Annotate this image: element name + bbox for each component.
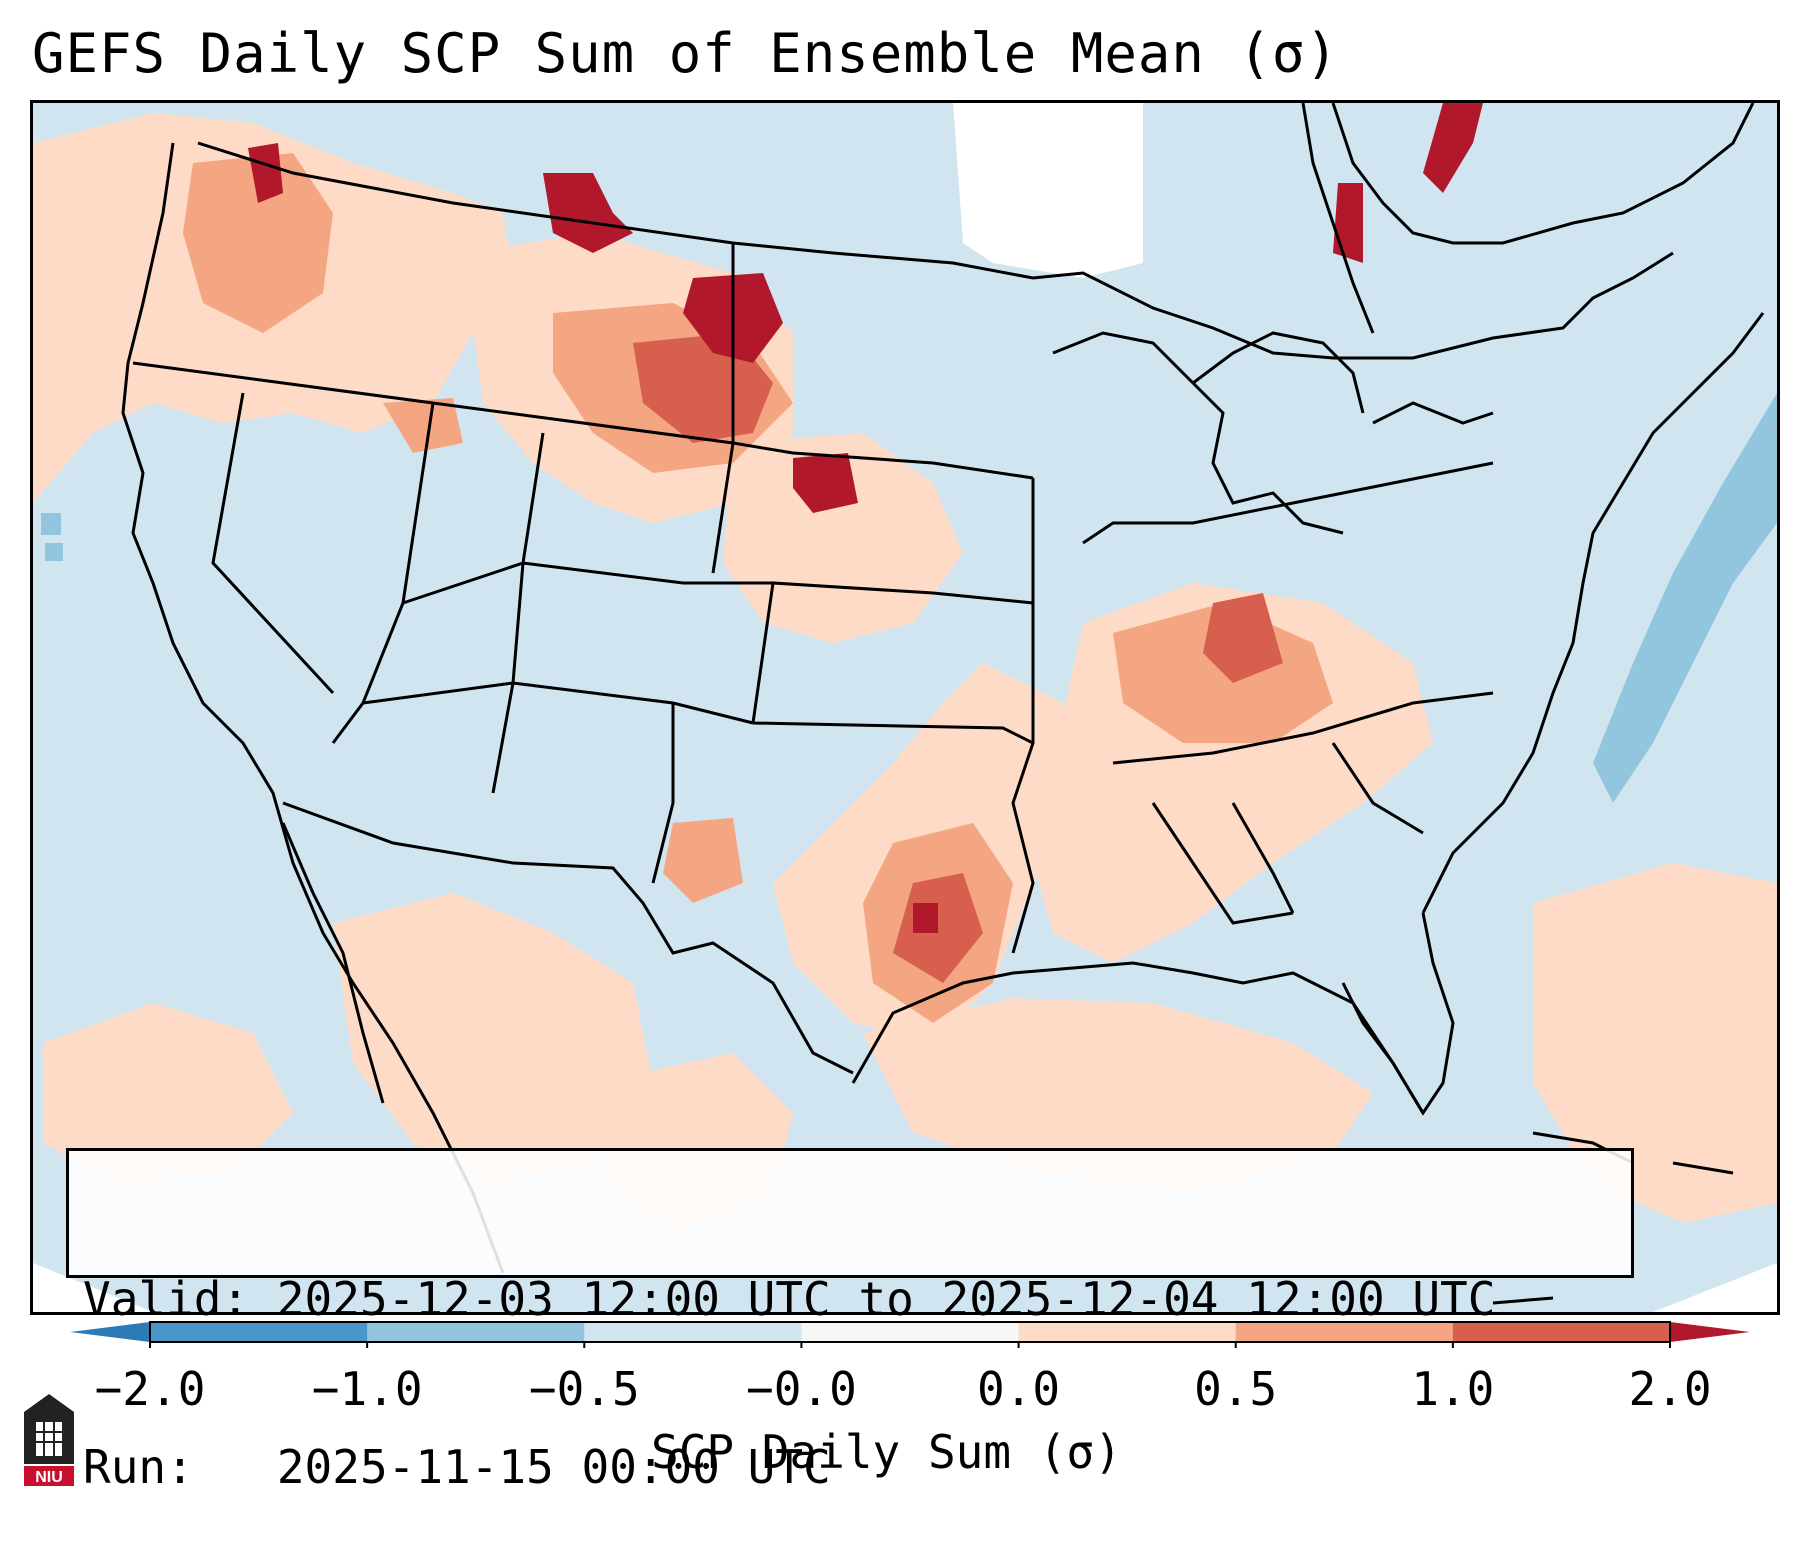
colorbar-segment xyxy=(1018,1322,1237,1342)
colorbar-tick-label: 0.5 xyxy=(1194,1362,1278,1416)
colorbar-segment xyxy=(150,1322,368,1342)
great-lakes xyxy=(1052,331,1494,535)
colorbar-outline xyxy=(149,1321,1671,1343)
colorbar-segment xyxy=(1452,1322,1671,1342)
logo-grid-icon xyxy=(36,1422,62,1456)
colorbar-extend-right xyxy=(1670,1322,1750,1342)
patch-washington-darkred xyxy=(248,143,283,203)
patch-pnw-medium xyxy=(183,153,333,333)
state-lines-west xyxy=(132,361,773,794)
patch-montana-darkred xyxy=(543,173,633,253)
colorbar-tick-label: −0.0 xyxy=(746,1362,857,1416)
patch-texas-darkred xyxy=(913,903,938,933)
positive-patches xyxy=(33,103,1777,1233)
state-lines-east xyxy=(1011,461,1494,954)
colorbar-tick-label: −1.0 xyxy=(311,1362,423,1416)
valid-run-info-box: Valid: 2025-12-03 12:00 UTC to 2025-12-0… xyxy=(66,1148,1634,1494)
colorbar-label: SCP Daily Sum (σ) xyxy=(651,1425,1122,1479)
colorbar-segment xyxy=(1235,1322,1454,1342)
map-canvas xyxy=(33,103,1777,1312)
patch-quebec-darkred xyxy=(1423,103,1483,193)
patch-nebraska-darkred xyxy=(793,453,858,513)
run-time-line: Run: 2025-11-15 00:00 UTC xyxy=(83,1440,831,1494)
patch-nm-medium xyxy=(663,818,743,903)
colorbar-tick-label: 2.0 xyxy=(1628,1362,1712,1416)
baja-peninsula xyxy=(281,822,385,1104)
colorbar-segments xyxy=(150,1322,1671,1342)
boundaries xyxy=(121,103,1765,1305)
patch-ontario-darkred xyxy=(1333,183,1363,263)
logo-text: NIU xyxy=(35,1469,63,1486)
colorbar xyxy=(70,1321,1750,1348)
chart-title: GEFS Daily SCP Sum of Ensemble Mean (σ) xyxy=(32,22,1339,85)
state-lines-central xyxy=(651,243,1034,884)
colorbar-segment xyxy=(584,1322,802,1342)
patch-pacific-light xyxy=(43,1003,293,1183)
patch-montana-red xyxy=(633,333,773,443)
patch-southwest-light xyxy=(333,893,653,1183)
colorbar-tick-label: 0.0 xyxy=(977,1362,1061,1416)
patch-gulf-light xyxy=(863,998,1373,1193)
colorbar-tick-label: −0.5 xyxy=(528,1362,640,1416)
canadian-coast xyxy=(1331,103,1755,245)
patch-atlantic-light xyxy=(1533,863,1777,1223)
map-panel xyxy=(30,100,1780,1315)
florida-coast xyxy=(1341,912,1455,1116)
field-nodata xyxy=(953,103,1143,278)
colorbar-segment xyxy=(801,1322,1020,1342)
logo-badge xyxy=(24,1466,74,1486)
colorbar-tick-label: −2.0 xyxy=(94,1362,206,1416)
niu-logo: NIU xyxy=(24,1394,74,1486)
canada-us-border xyxy=(197,141,1674,360)
east-coast xyxy=(1421,312,1765,914)
patch-idaho-medium xyxy=(383,398,463,453)
patch-atlantic-negative xyxy=(1593,393,1777,803)
colorbar-extend-left xyxy=(70,1322,150,1342)
logo-window-icon xyxy=(36,1422,62,1456)
colorbar-segment xyxy=(367,1322,585,1342)
mexico-border xyxy=(282,801,854,1075)
field-nodata-corner-right xyxy=(1653,1263,1777,1312)
us-west-coast xyxy=(121,142,505,1274)
patch-pacific-negative xyxy=(41,513,63,561)
patch-kentucky-red xyxy=(1203,593,1283,683)
field-nodata-corner xyxy=(33,1263,153,1312)
hudson-bay xyxy=(1301,103,1375,334)
colorbar-tick-label: 1.0 xyxy=(1411,1362,1495,1416)
valid-time-line: Valid: 2025-12-03 12:00 UTC to 2025-12-0… xyxy=(83,1272,1496,1326)
